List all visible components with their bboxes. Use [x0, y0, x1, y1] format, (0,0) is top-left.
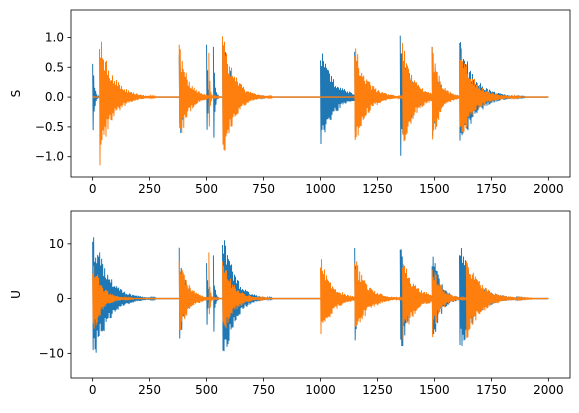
y-axis-label: U	[9, 290, 23, 299]
x-tick-label: 250	[138, 182, 161, 196]
series-2-burst	[354, 261, 410, 327]
x-tick-label: 1750	[476, 383, 507, 397]
x-tick-label: 0	[89, 383, 97, 397]
x-tick-label: 2000	[533, 182, 564, 196]
y-tick-label: 0.5	[45, 60, 64, 74]
x-tick-label: 1750	[476, 182, 507, 196]
x-tick-label: 1000	[305, 182, 336, 196]
x-tick-label: 2000	[533, 383, 564, 397]
series-2-burst	[92, 265, 135, 329]
y-tick-label: −10	[39, 346, 64, 360]
series-2-burst	[208, 252, 214, 315]
y-tick-label: −0.5	[35, 120, 64, 134]
series-2-burst	[222, 261, 271, 329]
y-tick-label: −1.0	[35, 150, 64, 164]
x-tick-label: 1000	[305, 383, 336, 397]
y-tick-label: 1.0	[45, 30, 64, 44]
panel-s: 0 250 500 750 1000 1250 1500 1750 2000 −1.0 −0.5 0.…	[9, 9, 571, 196]
series-2-burst	[222, 36, 273, 151]
y-tick-label: 0	[56, 292, 64, 306]
y-tick-label: 0.0	[45, 90, 64, 104]
series-2-burst	[98, 41, 157, 166]
series-2-burst	[208, 52, 214, 127]
series-2-burst	[465, 261, 533, 338]
x-tick-label: 750	[252, 383, 275, 397]
x-tick-label: 500	[195, 383, 218, 397]
series-2-burst	[431, 269, 472, 338]
plot-area	[92, 35, 549, 166]
x-tick-label: 500	[195, 182, 218, 196]
panel-u: 0 250 500 750 1000 1250 1500 1750 2000 −10 0 10 U	[9, 210, 571, 397]
x-tick-label: 1500	[419, 182, 450, 196]
series-1-burst	[92, 63, 100, 131]
series-2	[92, 252, 549, 340]
series-2-burst	[458, 44, 522, 133]
y-tick-label: 10	[49, 237, 64, 251]
x-tick-label: 1250	[362, 182, 393, 196]
x-tick-label: 1250	[362, 383, 393, 397]
y-axis-label: S	[9, 90, 23, 98]
x-tick-label: 1500	[419, 383, 450, 397]
x-tick-label: 0	[89, 182, 97, 196]
series-2-burst	[354, 48, 408, 140]
plot-area	[92, 237, 549, 353]
x-tick-label: 750	[252, 182, 275, 196]
series-2	[92, 36, 549, 166]
x-tick-label: 250	[138, 383, 161, 397]
